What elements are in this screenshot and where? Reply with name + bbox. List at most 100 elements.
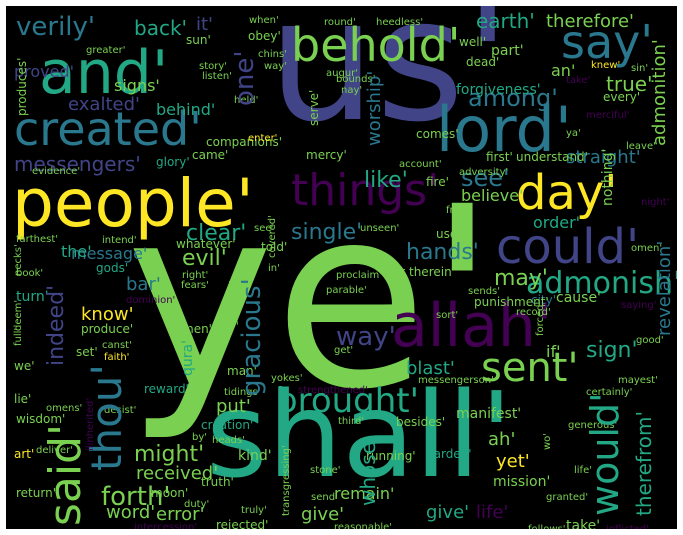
- cloud-word: listen': [202, 71, 232, 82]
- cloud-word: bar': [126, 274, 161, 295]
- cloud-word: therefrom': [632, 411, 656, 516]
- cloud-word: give': [426, 502, 470, 523]
- cloud-word: way': [336, 322, 396, 352]
- cloud-word: follows': [528, 525, 565, 530]
- cloud-word: people': [12, 165, 254, 242]
- cloud-word: moon': [151, 486, 189, 500]
- cloud-word: sign': [586, 338, 638, 363]
- cloud-word: take': [566, 518, 601, 529]
- cloud-word: sort': [436, 310, 459, 321]
- cloud-word: doth': [397, 265, 408, 291]
- cloud-word: among': [468, 84, 558, 112]
- cloud-word: see': [461, 164, 510, 192]
- cloud-word: running': [366, 449, 416, 463]
- cloud-word: part': [491, 43, 524, 59]
- cloud-word: reasonable': [334, 522, 392, 530]
- cloud-word: art': [14, 447, 35, 461]
- cloud-word: certainly': [586, 387, 633, 398]
- cloud-word: wisdom': [16, 412, 66, 426]
- cloud-word: told': [261, 240, 288, 254]
- cloud-word: ya': [566, 128, 581, 139]
- cloud-word: gracious': [237, 278, 267, 396]
- cloud-word: stone': [310, 465, 341, 476]
- cloud-word: clear': [186, 221, 247, 246]
- cloud-word: and': [39, 38, 169, 108]
- cloud-word: book': [16, 268, 44, 279]
- cloud-word: besides': [396, 415, 446, 429]
- cloud-word: granted': [546, 492, 589, 503]
- cloud-word: good': [636, 335, 664, 346]
- cloud-word: lie': [14, 392, 32, 406]
- cloud-word: yokes': [271, 373, 303, 384]
- cloud-word: obey': [248, 29, 281, 43]
- cloud-word: unseen': [360, 223, 400, 234]
- cloud-word: faith': [104, 352, 130, 363]
- cloud-word: true': [606, 72, 653, 96]
- cloud-word: messengers': [14, 152, 141, 176]
- cloud-word: in': [268, 263, 280, 274]
- cloud-word: garden': [426, 447, 472, 461]
- cloud-word: brought': [276, 381, 419, 421]
- cloud-word: transgressing': [281, 445, 292, 516]
- cloud-word: admonish': [526, 266, 677, 301]
- cloud-word: qura': [180, 340, 196, 376]
- cloud-word: adversity': [459, 167, 509, 178]
- cloud-word: intercession': [134, 522, 198, 530]
- cloud-word: lord': [436, 93, 572, 166]
- cloud-word: ah': [488, 429, 516, 450]
- cloud-word: produce': [81, 322, 134, 336]
- cloud-word: created': [14, 102, 202, 156]
- cloud-word: evil': [182, 246, 227, 271]
- cloud-word: us': [268, 6, 512, 160]
- cloud-word: signs': [114, 76, 160, 95]
- cloud-word: front': [446, 205, 473, 216]
- cloud-word: turn': [16, 289, 49, 305]
- cloud-word: desist': [104, 405, 137, 416]
- cloud-word: forth': [101, 482, 171, 512]
- cloud-word: farthest': [16, 234, 59, 245]
- cloud-word: verily': [16, 12, 96, 42]
- cloud-word: serve': [307, 89, 321, 126]
- cloud-word: see': [254, 223, 275, 234]
- cloud-word: like': [364, 168, 408, 193]
- cloud-word: generous': [568, 420, 618, 431]
- cloud-word: revelation': [654, 240, 675, 336]
- cloud-word: shall': [206, 366, 513, 504]
- cloud-word: whatever': [176, 237, 236, 251]
- cloud-word: fire': [426, 175, 449, 189]
- cloud-word: give': [301, 504, 345, 525]
- cloud-word: exalted': [68, 94, 140, 115]
- cloud-word: third': [338, 416, 365, 427]
- cloud-word: return': [16, 486, 56, 500]
- cloud-word: send': [311, 492, 338, 503]
- cloud-word: therein': [409, 265, 455, 279]
- cloud-word: know': [81, 304, 134, 325]
- cloud-word: produces': [15, 57, 29, 116]
- cloud-word: sends': [468, 286, 501, 297]
- cloud-word: behold': [291, 18, 461, 72]
- cloud-word: indeed': [44, 284, 69, 366]
- cloud-word: could': [496, 219, 640, 275]
- cloud-word: kind': [238, 448, 272, 464]
- cloud-word: straight': [566, 147, 641, 168]
- cloud-word: heads': [212, 435, 245, 446]
- cloud-word: blast': [406, 358, 455, 379]
- cloud-word: bounds': [336, 74, 376, 85]
- cloud-word: put': [216, 396, 251, 417]
- cloud-word: first': [486, 150, 513, 164]
- cloud-word: back': [134, 16, 188, 40]
- cloud-word: full': [13, 327, 24, 346]
- cloud-word: message': [71, 244, 148, 263]
- cloud-word: parable': [326, 285, 367, 296]
- cloud-word: mission': [493, 474, 551, 490]
- cloud-word: strengthened': [298, 385, 368, 396]
- cloud-word: one': [230, 50, 260, 106]
- cloud-word: worship': [364, 70, 385, 146]
- cloud-word: evidence': [32, 166, 81, 177]
- cloud-word: duty': [184, 499, 210, 510]
- cloud-word: nay': [341, 85, 363, 96]
- cloud-word: sin': [631, 63, 649, 74]
- cloud-word: use': [436, 227, 461, 241]
- cloud-word: ye': [126, 153, 497, 444]
- cloud-word: canst': [102, 340, 132, 351]
